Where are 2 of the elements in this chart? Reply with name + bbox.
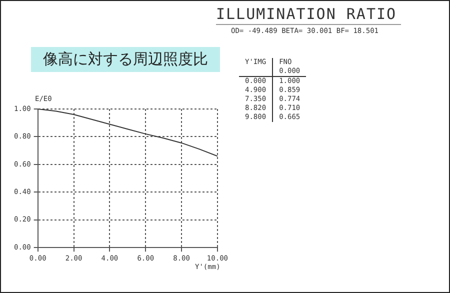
text: 像高に対する周辺照度比 <box>31 47 220 72</box>
text: ILLUMINATION RATIO <box>216 5 401 25</box>
